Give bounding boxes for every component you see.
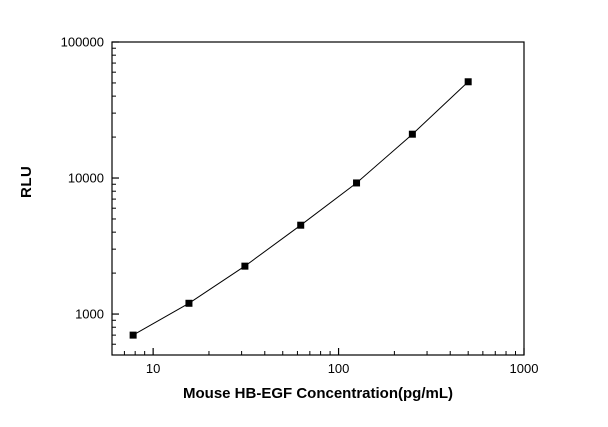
y-tick-label: 10000 <box>68 171 104 186</box>
y-tick-label: 1000 <box>75 307 104 322</box>
data-point-marker <box>241 262 249 270</box>
x-tick-label: 100 <box>328 361 350 376</box>
x-axis-label: Mouse HB-EGF Concentration(pg/mL) <box>183 385 453 402</box>
data-point-marker <box>464 78 472 86</box>
data-point-marker <box>297 221 305 229</box>
data-line <box>132 81 469 336</box>
data-point-marker <box>185 299 193 307</box>
data-point-marker <box>129 331 137 339</box>
data-point-marker <box>353 179 361 187</box>
x-tick-label: 10 <box>146 361 160 376</box>
axis-frame <box>111 41 525 356</box>
data-point-marker <box>408 130 416 138</box>
x-tick-label: 1000 <box>510 361 539 376</box>
y-tick-label: 100000 <box>61 35 104 50</box>
y-axis-label: RLU <box>18 165 35 198</box>
